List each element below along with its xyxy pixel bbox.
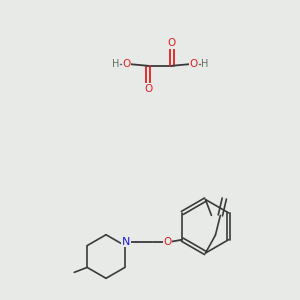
Text: O: O (163, 237, 172, 247)
Text: O: O (122, 59, 130, 69)
Text: O: O (144, 84, 152, 94)
Text: N: N (122, 237, 130, 247)
Text: O: O (190, 59, 198, 69)
Text: H: H (201, 59, 208, 69)
Text: O: O (168, 38, 176, 48)
Text: H: H (112, 59, 119, 69)
